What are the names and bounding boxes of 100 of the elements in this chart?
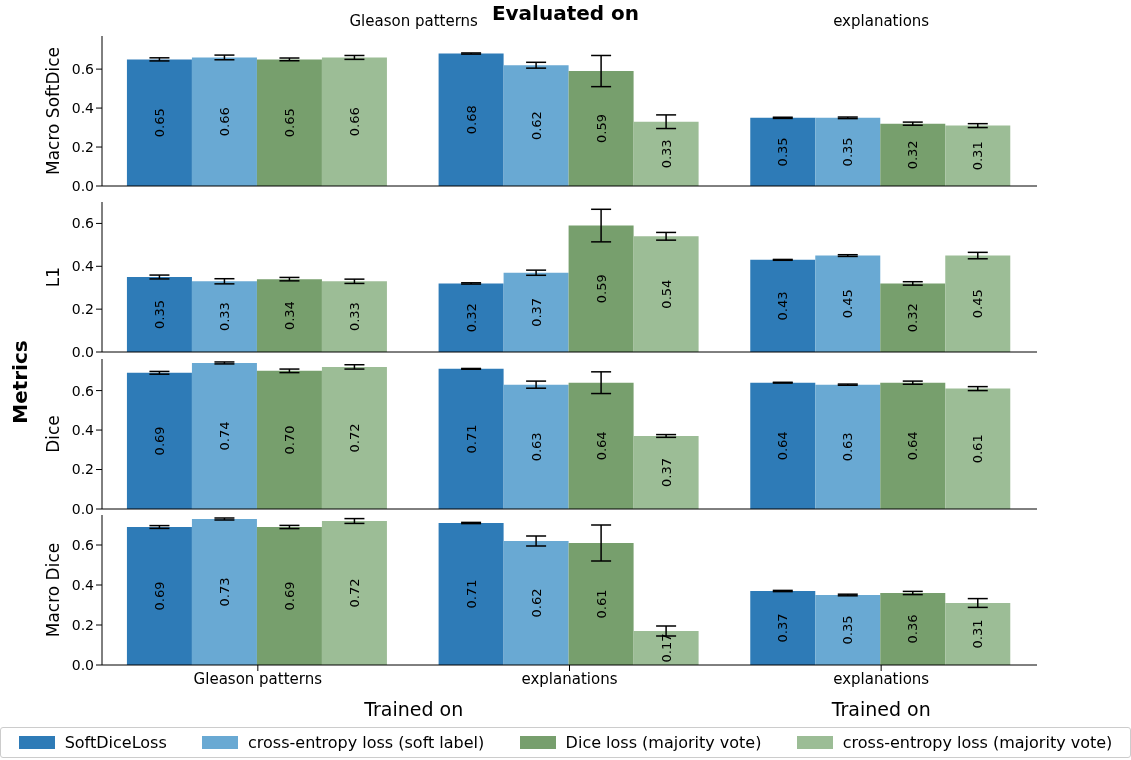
bar	[945, 125, 1011, 186]
bar	[321, 57, 387, 186]
data-label: 0.45	[970, 289, 986, 319]
bar	[633, 631, 699, 665]
bar	[321, 366, 387, 509]
data-label: 0.31	[970, 141, 986, 171]
data-label: 0.33	[216, 302, 232, 332]
bar	[633, 236, 699, 352]
data-label: 0.66	[216, 107, 232, 137]
data-label: 0.70	[281, 425, 297, 455]
bar	[880, 593, 946, 665]
data-label: 0.35	[151, 300, 167, 329]
bar	[191, 281, 257, 352]
data-label: 0.61	[970, 434, 986, 464]
y-tick-label: 0.2	[71, 461, 94, 478]
y-tick-label: 0.6	[71, 61, 95, 78]
y-tick-label: 0.0	[71, 177, 94, 194]
data-label: 0.64	[775, 431, 791, 461]
bar	[503, 65, 569, 186]
bar	[750, 382, 816, 509]
y-tick-label: 0.2	[71, 616, 94, 633]
data-label: 0.68	[463, 105, 479, 135]
bar	[438, 368, 504, 509]
bar	[568, 543, 634, 665]
y-tick-label: 0.4	[71, 576, 95, 593]
data-label: 0.59	[593, 114, 609, 144]
data-label: 0.35	[840, 137, 856, 167]
y-tick-label: 0.4	[71, 100, 95, 117]
bar	[191, 362, 257, 509]
y-tick-label: 0.2	[71, 139, 94, 156]
bar	[503, 384, 569, 509]
x-tick-label: explanations	[833, 669, 930, 688]
bar	[126, 59, 192, 186]
bar	[568, 225, 634, 352]
text: Trained on	[830, 698, 932, 720]
x-tick-label: explanations	[521, 669, 618, 688]
data-label: 0.32	[905, 303, 921, 333]
data-label: 0.33	[346, 302, 362, 332]
bar	[126, 277, 192, 352]
data-label: 0.69	[151, 581, 167, 611]
bar	[750, 117, 816, 186]
text: explanations	[832, 12, 931, 30]
data-label: 0.66	[346, 107, 362, 137]
bar	[256, 370, 322, 509]
legend-label: cross-entropy loss (majority vote)	[842, 733, 1113, 752]
bar	[880, 382, 946, 509]
bar	[256, 527, 322, 665]
y-axis-title: Macro Dice	[43, 542, 64, 638]
bar	[815, 255, 881, 352]
bar	[945, 388, 1011, 509]
data-label: 0.45	[840, 289, 856, 319]
data-label: 0.43	[775, 291, 791, 321]
data-label: 0.71	[463, 579, 479, 609]
data-label: 0.62	[528, 588, 544, 618]
y-tick-label: 0.6	[71, 536, 95, 553]
data-label: 0.34	[281, 301, 297, 331]
bar	[191, 57, 257, 186]
bar	[815, 117, 881, 186]
legend-label: cross-entropy loss (soft label)	[248, 733, 485, 752]
y-tick-label: 0.6	[71, 382, 95, 399]
data-label: 0.33	[658, 139, 674, 169]
data-label: 0.63	[528, 432, 544, 462]
bar	[880, 283, 946, 352]
y-axis-title: L1	[43, 266, 64, 288]
y-tick-label: 0.0	[71, 343, 94, 360]
data-label: 0.73	[216, 577, 232, 607]
bar	[633, 435, 699, 509]
data-label: 0.62	[528, 111, 544, 141]
data-label: 0.64	[905, 431, 921, 461]
data-label: 0.59	[593, 274, 609, 304]
bar	[438, 53, 504, 186]
data-label: 0.37	[775, 613, 791, 643]
y-tick-label: 0.6	[71, 215, 95, 232]
data-label: 0.32	[905, 140, 921, 170]
legend-label: SoftDiceLoss	[64, 733, 167, 752]
y-tick-label: 0.0	[71, 656, 94, 673]
bar	[750, 259, 816, 352]
bar	[633, 121, 699, 186]
data-label: 0.63	[840, 432, 856, 462]
y-tick-label: 0.4	[71, 258, 95, 275]
data-label: 0.61	[593, 589, 609, 619]
legend-label: Dice loss (majority vote)	[565, 733, 762, 752]
bar	[321, 521, 387, 665]
bar	[945, 603, 1011, 665]
data-label: 0.64	[593, 431, 609, 461]
data-label: 0.71	[463, 424, 479, 454]
data-label: 0.32	[463, 303, 479, 333]
data-label: 0.54	[658, 279, 674, 309]
data-label: 0.65	[281, 108, 297, 138]
data-label: 0.65	[151, 108, 167, 138]
bar	[503, 541, 569, 665]
bar	[191, 519, 257, 665]
data-label: 0.37	[528, 297, 544, 327]
data-label: 0.37	[658, 458, 674, 487]
data-label: 0.74	[216, 421, 232, 451]
bar	[256, 59, 322, 186]
data-label: 0.35	[775, 137, 791, 167]
x-axis-title: Trained on	[363, 698, 465, 720]
text: Gleason patterns	[349, 12, 478, 30]
bar	[126, 527, 192, 665]
